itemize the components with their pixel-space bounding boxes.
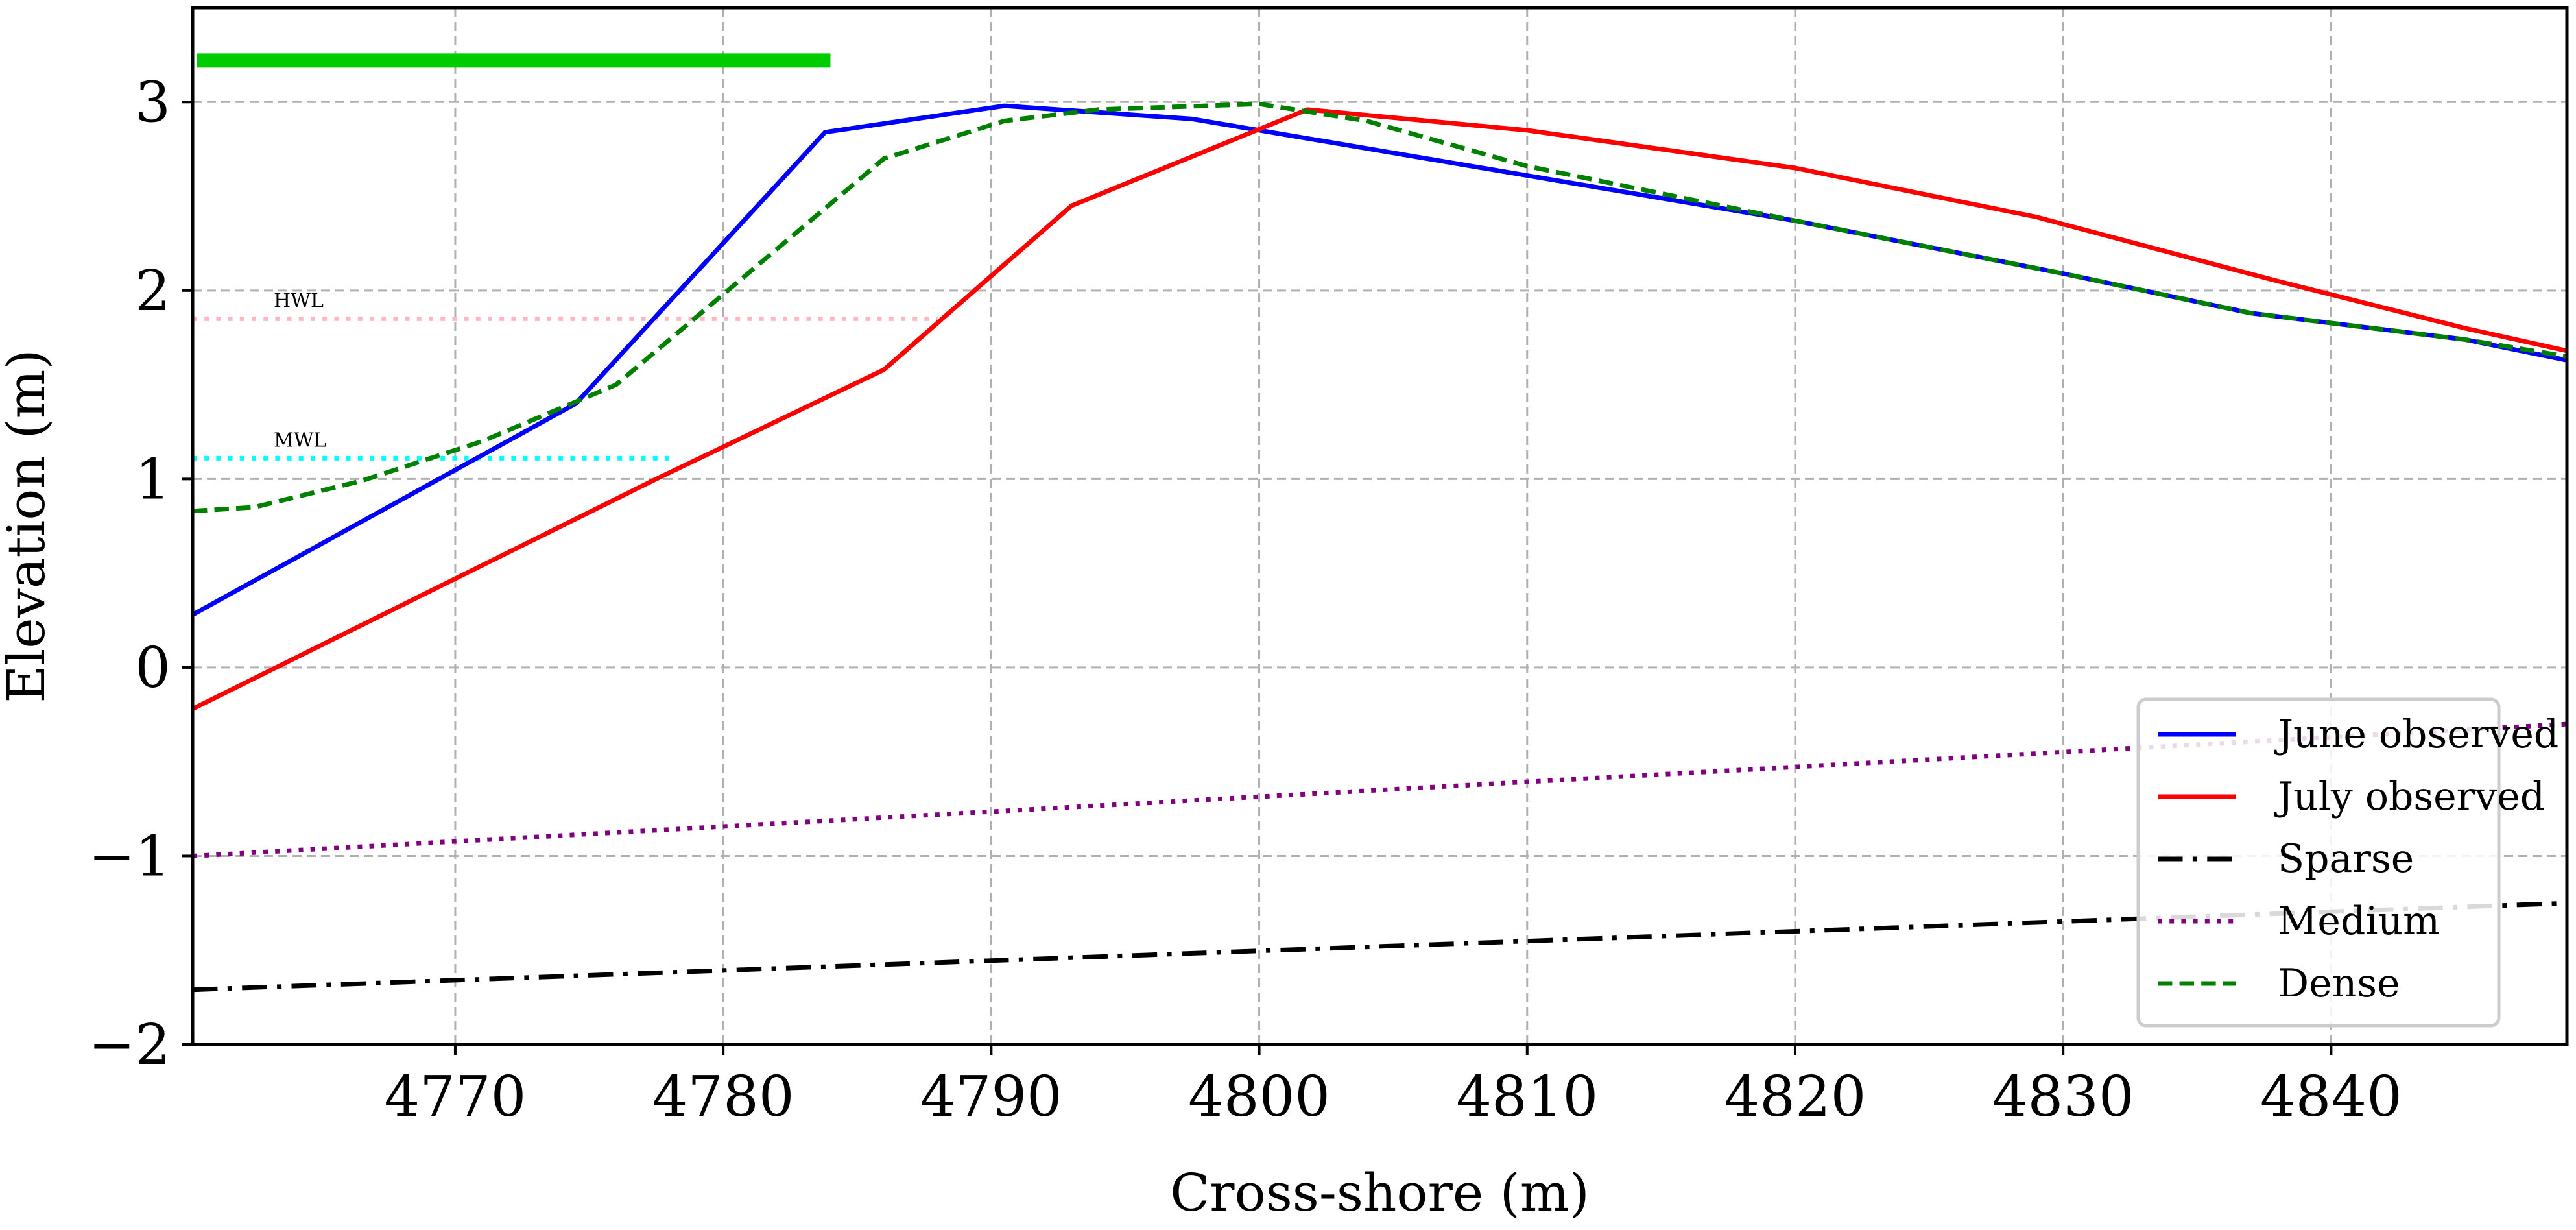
series-line-june-observed: [191, 103, 2568, 617]
x-tick-label: 4810: [1456, 1065, 1598, 1129]
x-axis-ticks: 4770 4780 4790 4800 4810 4820 4830 4840: [385, 1044, 2402, 1129]
legend: June observed July observed Sparse Medium De…: [2136, 697, 2558, 1028]
x-tick-label: 4770: [385, 1065, 527, 1129]
y-tick-label: 1: [135, 447, 171, 512]
y-axis-label: Elevation (m): [0, 349, 56, 703]
legend-label: July observed: [2274, 774, 2545, 819]
legend-label: June observed: [2274, 712, 2558, 757]
y-tick-label: 2: [135, 259, 171, 324]
x-tick-label: 4840: [2260, 1065, 2402, 1129]
mwl-label: MWL: [274, 429, 327, 452]
x-tick-label: 4820: [1724, 1065, 1866, 1129]
legend-label: Dense: [2278, 961, 2400, 1006]
hwl-label: HWL: [274, 289, 324, 312]
legend-label: Sparse: [2278, 836, 2414, 882]
y-tick-label: −2: [88, 1013, 171, 1078]
legend-box: [2136, 697, 2501, 1028]
axes: [191, 6, 2569, 1046]
x-tick-label: 4830: [1992, 1065, 2134, 1129]
x-tick-label: 4800: [1188, 1065, 1330, 1129]
series-line-dense: [192, 101, 2568, 514]
y-tick-label: 0: [135, 636, 171, 701]
x-axis-label: Cross-shore (m): [1170, 1163, 1590, 1223]
x-tick-label: 4790: [920, 1065, 1062, 1129]
y-tick-label: 3: [135, 70, 171, 135]
y-tick-label: −1: [88, 824, 171, 889]
legend-label: Medium: [2278, 898, 2440, 944]
series-line-july-observed: [191, 107, 2568, 711]
y-axis-ticks: −2 −1 0 1 2 3: [88, 70, 193, 1078]
plot-frame: [191, 6, 2569, 1046]
x-tick-label: 4780: [652, 1065, 794, 1129]
